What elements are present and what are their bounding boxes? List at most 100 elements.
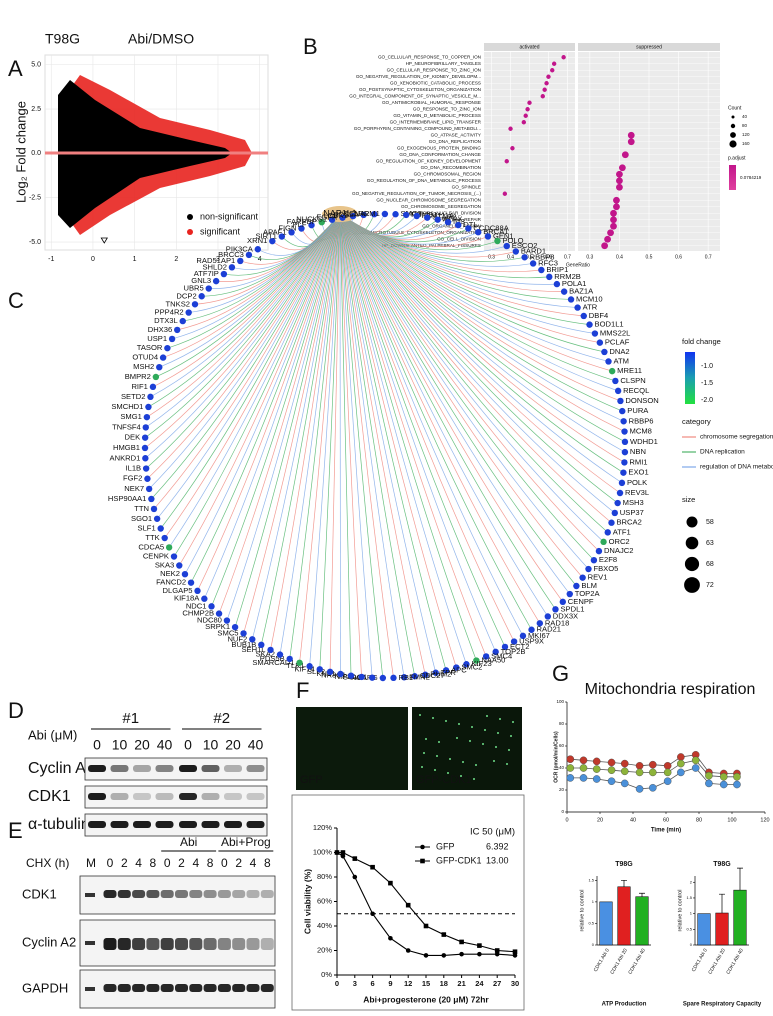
point [649,784,657,792]
edge [339,213,565,292]
y-tick-label: 1 [592,899,595,904]
blot [84,757,268,781]
gene-node [434,216,441,223]
band [201,765,220,772]
gene-label: FAM111A [422,211,455,220]
edge [339,213,578,308]
term-label: GO_INTERMEMBRANE_LIPID_TRANSFER [390,119,482,124]
legend-label: 0.0784219 [740,175,762,180]
band [85,893,95,897]
edge [339,213,621,494]
x-tick-label: 12 [404,979,412,988]
gene-label: NDC80 [197,616,222,625]
y-tick-label: 0.5 [686,926,692,931]
time-label: 8 [207,856,214,870]
gene-node [586,321,593,328]
facet-strip [484,43,575,51]
edge [339,213,584,317]
band [85,987,95,991]
band [246,890,260,898]
point [677,768,685,777]
edge [339,213,600,343]
dot [544,81,549,86]
gene-label: BARD1 [521,246,546,255]
y-tick-label: 0.0 [31,150,41,157]
x-tick-label: 0.3 [488,254,495,260]
gene-node [621,459,628,466]
chart-title: T98G [615,861,633,868]
legend-label: 120 [742,132,750,137]
time-label: 4 [250,856,257,870]
dose-label: 10 [112,737,128,753]
gene-node [170,553,178,560]
edge [339,213,623,412]
panel-letter: E [8,818,23,843]
gene-label: SMCHD1 [111,402,143,411]
axis-label: CHX (h) [26,856,69,870]
bar [733,889,747,946]
bar [697,913,711,946]
y-tick-label: -5.0 [29,239,41,246]
image-gfp [296,707,408,790]
gene-label: TTK [145,533,159,542]
edge [150,213,341,398]
gene-node [339,214,346,221]
gene-node [473,657,480,664]
dot [540,94,545,99]
point [691,756,700,765]
band [133,793,151,800]
gene-node [208,603,215,610]
term-label: GO_ANTIMICROBIAL_HUMORAL_RESPONSE [382,100,481,105]
gene-node [559,598,566,606]
gene-label: ATF1 [613,527,631,536]
x-tick-label: 0 [335,979,339,988]
gene-label: BLM [581,581,597,590]
cell [469,740,471,742]
gene-label: NEK7 [124,484,144,493]
dose-label: 40 [157,737,173,753]
point [592,775,601,783]
edge [339,213,619,392]
gene-node [185,309,192,316]
gene-label: RMI1 [629,457,647,466]
error-bar [639,892,645,897]
dose-label: 20 [225,737,241,753]
point [719,773,728,781]
gene-node [379,674,387,682]
gene-label: PDS5A [334,210,360,219]
cell [510,735,512,737]
edge [339,213,515,642]
band [160,984,174,992]
gene-label: DEK [125,433,141,442]
x-tick-label: 0.6 [545,254,552,260]
gene-node [546,273,553,281]
edge [339,213,600,552]
point [477,951,482,957]
gene-label: GEN1 [493,231,514,240]
gene-label: FARPBP [287,217,317,226]
series-line [337,851,516,953]
x-tick-label: 0.5 [646,254,653,260]
gene-label: CHMP2B [182,609,214,618]
band [189,890,203,898]
legend-label: DNA replication [700,449,745,456]
bar [617,886,631,946]
x-tick-label: 0.5 [526,254,533,260]
band [88,765,106,772]
gene-node [424,214,431,221]
point [677,759,685,768]
gene-node [198,293,205,300]
gene-node [600,538,607,546]
gene-label: RAD51AP1 [196,256,235,265]
edge [240,213,341,265]
gene-node [220,270,228,278]
edge [339,213,416,677]
y-axis-label: Log₂ Fold change [13,101,28,203]
dot [613,196,620,204]
gene-label: REV3L [625,488,649,497]
gene-node [142,455,149,462]
gene-node [432,669,439,676]
gene-label: DNA2 [609,347,629,356]
band [246,821,265,828]
band [117,938,131,950]
